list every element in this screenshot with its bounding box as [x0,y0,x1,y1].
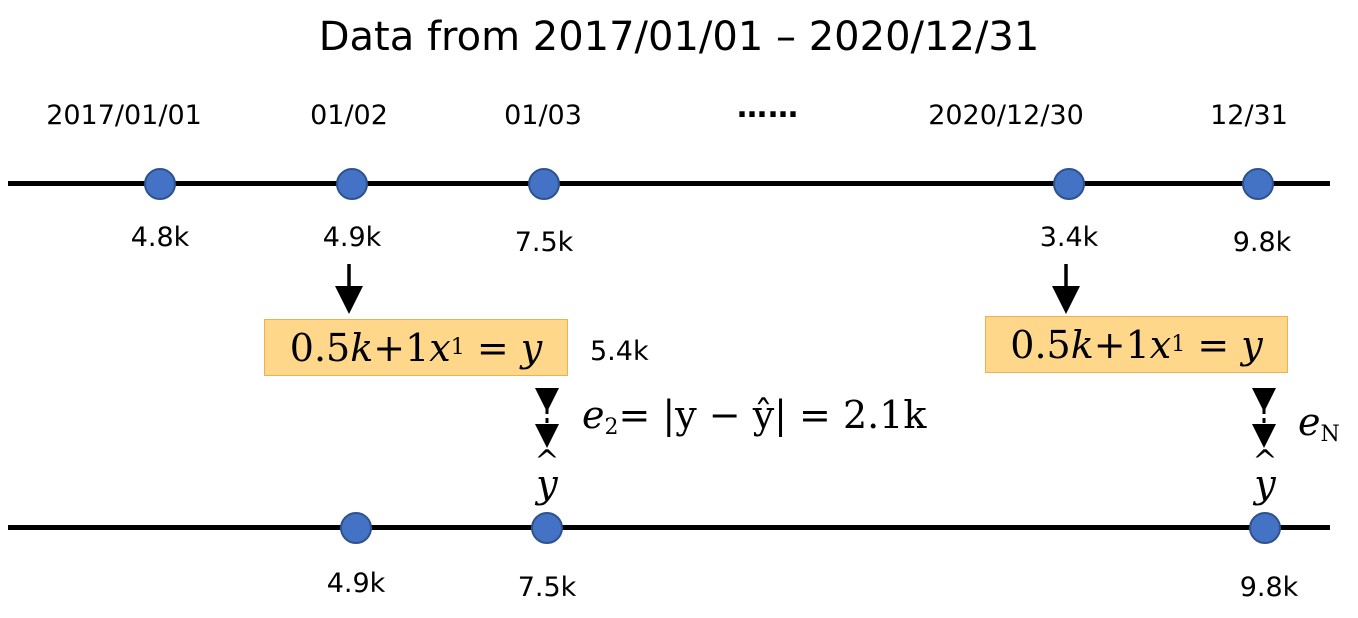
error-2-expression: e2= |y − ŷ| = 2.1k [582,393,926,440]
yhat-label-1: ^ y [534,444,559,506]
formula-k: k [1070,322,1094,367]
yhat-hat-1: ^ [534,444,560,479]
yhat-y-1: y [536,462,558,506]
pred-point-1 [340,512,372,544]
date-label-2: 01/02 [310,100,388,131]
pred-value-3: 9.8k [1239,572,1299,603]
error-n-e: e [1298,400,1321,444]
formula-box-1: 0.5 k +1 x 1 = y [264,319,568,376]
pred-point-3 [1249,512,1281,544]
formula-x-sub: 1 [450,335,465,360]
formula-x-sub: 1 [1171,332,1186,357]
date-label-1: 2017/01/01 [46,100,202,131]
formula-x: x [1149,322,1172,367]
formula-k: k [350,325,374,370]
data-point-5 [1242,168,1274,200]
pred-point-2 [531,512,563,544]
formula-plus: +1 [373,325,430,370]
error-2-sub: 2 [604,415,619,440]
prediction-value: 5.4k [590,336,649,367]
pred-value-2: 7.5k [517,572,577,603]
value-label-1: 4.8k [130,222,190,253]
value-label-2: 4.9k [322,222,382,253]
yhat-label-2: ^ y [1252,444,1277,506]
formula-plus: +1 [1093,322,1150,367]
bottom-timeline-line [8,525,1330,530]
yhat-y-2: y [1254,462,1276,506]
error-2-expr: = |y − ŷ| = 2.1k [618,393,927,437]
data-point-3 [528,168,560,200]
value-label-5: 9.8k [1232,227,1292,258]
diagram-title: Data from 2017/01/01 – 2020/12/31 [318,14,1040,60]
data-point-4 [1053,168,1085,200]
date-label-4: 2020/12/30 [928,100,1084,131]
date-label-3: 01/03 [504,100,582,131]
data-point-2 [336,168,368,200]
top-timeline-line [8,181,1330,186]
ellipsis: …… [737,90,799,125]
date-label-5: 12/31 [1210,100,1288,131]
formula-eq: = [464,325,521,370]
error-2-e: e [582,393,605,437]
formula-eq: = [1185,322,1242,367]
formula-coef: 0.5 [1010,322,1071,367]
data-point-1 [144,168,176,200]
error-n-label: eN [1298,400,1340,447]
value-label-3: 7.5k [514,227,574,258]
formula-y: y [1241,322,1263,367]
pred-value-1: 4.9k [326,568,386,599]
formula-coef: 0.5 [289,325,351,370]
yhat-hat-2: ^ [1252,444,1278,479]
formula-y: y [520,325,543,370]
value-label-4: 3.4k [1039,222,1099,253]
formula-box-2: 0.5 k +1 x 1 = y [985,316,1288,373]
formula-x: x [429,325,451,370]
error-n-sub: N [1320,422,1340,447]
